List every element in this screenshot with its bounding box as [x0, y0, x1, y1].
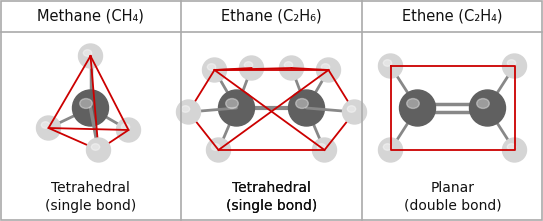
- Ellipse shape: [83, 50, 92, 56]
- Ellipse shape: [400, 90, 435, 126]
- Ellipse shape: [477, 99, 489, 109]
- Ellipse shape: [296, 99, 308, 109]
- Ellipse shape: [507, 60, 516, 66]
- Ellipse shape: [407, 99, 419, 109]
- Ellipse shape: [317, 58, 340, 82]
- Ellipse shape: [470, 90, 506, 126]
- Ellipse shape: [80, 99, 92, 109]
- Ellipse shape: [507, 144, 516, 150]
- Ellipse shape: [218, 90, 255, 126]
- Ellipse shape: [176, 100, 200, 124]
- Ellipse shape: [288, 90, 325, 126]
- Ellipse shape: [321, 64, 330, 70]
- Ellipse shape: [121, 124, 130, 130]
- Ellipse shape: [207, 64, 216, 70]
- Ellipse shape: [226, 99, 238, 109]
- Ellipse shape: [502, 54, 527, 78]
- Text: Ethane (C₂H₆): Ethane (C₂H₆): [221, 8, 322, 23]
- Ellipse shape: [91, 144, 100, 150]
- Ellipse shape: [73, 90, 109, 126]
- Ellipse shape: [86, 138, 110, 162]
- Ellipse shape: [244, 62, 252, 68]
- Ellipse shape: [239, 56, 263, 80]
- Ellipse shape: [348, 106, 356, 112]
- Text: Ethene (C₂H₄): Ethene (C₂H₄): [402, 8, 503, 23]
- Ellipse shape: [383, 144, 392, 150]
- Text: Tetrahedral
(single bond): Tetrahedral (single bond): [226, 181, 317, 213]
- Ellipse shape: [117, 118, 141, 142]
- Ellipse shape: [203, 58, 226, 82]
- Ellipse shape: [502, 138, 527, 162]
- Ellipse shape: [317, 144, 326, 150]
- Ellipse shape: [211, 144, 220, 150]
- Ellipse shape: [343, 100, 367, 124]
- Ellipse shape: [378, 54, 402, 78]
- Ellipse shape: [181, 106, 190, 112]
- Ellipse shape: [206, 138, 230, 162]
- Ellipse shape: [285, 62, 293, 68]
- Ellipse shape: [378, 138, 402, 162]
- Text: Methane (CH₄): Methane (CH₄): [37, 8, 144, 23]
- Ellipse shape: [41, 122, 50, 128]
- Ellipse shape: [313, 138, 337, 162]
- Text: Planar
(double bond): Planar (double bond): [403, 181, 501, 213]
- Ellipse shape: [36, 116, 60, 140]
- Text: Tetrahedral
(single bond): Tetrahedral (single bond): [45, 181, 136, 213]
- Ellipse shape: [280, 56, 304, 80]
- Ellipse shape: [79, 44, 103, 68]
- Ellipse shape: [383, 60, 392, 66]
- Text: Tetrahedral
(single bond): Tetrahedral (single bond): [226, 181, 317, 213]
